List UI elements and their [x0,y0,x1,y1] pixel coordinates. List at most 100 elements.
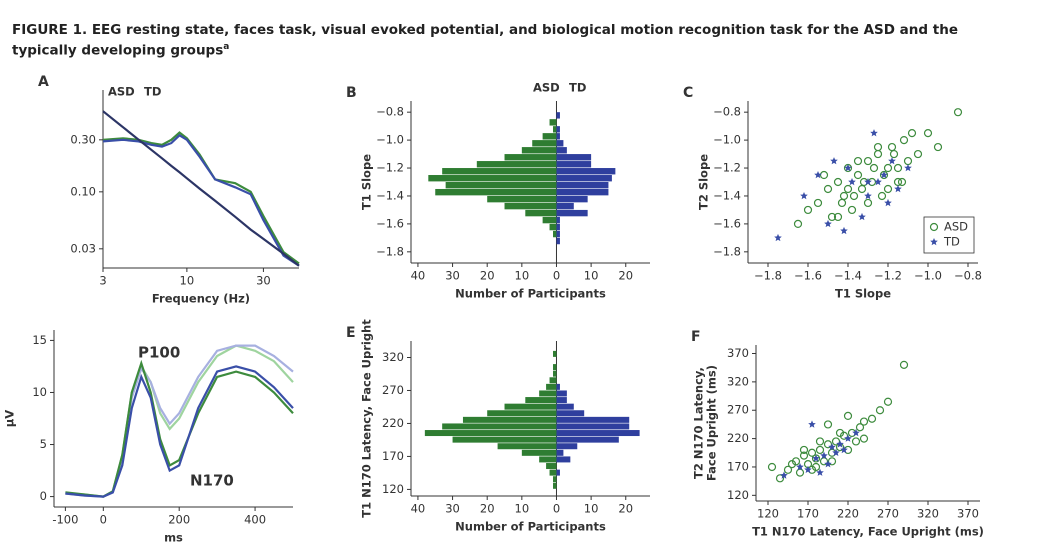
legend-marker [929,222,939,232]
point [869,163,879,173]
x-tick-label: 20 [618,502,633,516]
line [65,365,294,498]
bar [556,168,616,175]
y-tick-label: −1.0 [376,133,404,147]
y-tick-label: −1.6 [376,216,404,230]
bar [525,209,557,217]
bar [553,230,557,238]
y-tick-label: 170 [727,459,749,473]
bar [442,423,557,430]
panel-label: F [691,329,701,345]
point [874,178,882,186]
bar [556,112,560,119]
point [824,460,832,468]
bar [556,133,560,140]
x-tick-label: 120 [757,507,779,521]
point [884,198,892,207]
point [903,156,913,166]
legend-marker [930,238,938,246]
x-tick-label: −1.4 [834,269,862,283]
point [799,451,809,460]
point [883,184,893,194]
x-tick-label: 10 [515,502,530,516]
bar [504,154,557,161]
bar [504,403,557,410]
x-tick-label: 320 [917,507,939,521]
x-tick-label: 30 [445,502,460,516]
point [933,142,943,152]
x-tick-label: 30 [256,274,271,288]
bar [549,119,557,126]
x-tick-label: 400 [244,513,266,527]
point [875,406,885,415]
bar [542,216,557,224]
bar [553,476,557,483]
y-tick-label: 370 [727,346,749,360]
bar [556,126,560,133]
title-note: a [223,42,230,52]
point [852,428,860,437]
y-tick-label: 0.03 [70,241,96,255]
point [877,191,887,201]
point [837,198,847,208]
x-axis-label: Number of Participants [455,520,606,534]
point [819,170,829,180]
point [859,417,869,426]
bar [556,416,630,423]
point [889,149,899,159]
point [795,468,805,477]
point [839,191,849,201]
panel-label: A [38,74,49,90]
y-tick-label: 10 [32,385,47,399]
point [904,164,912,172]
y-tick-label: 120 [727,488,749,502]
y-axis-label: T2 N170 Latency, [692,367,706,479]
x-tick-label: -100 [52,513,78,527]
bar [549,469,557,476]
point [893,163,903,173]
bar [497,443,557,450]
point [897,177,907,187]
point [835,428,845,438]
x-tick-label: 0 [553,269,560,283]
bar [556,456,571,463]
y-tick-label: −0.8 [713,105,741,119]
point [883,163,893,173]
x-tick-label: 20 [618,269,633,283]
point [803,205,813,215]
point [859,434,869,443]
y-tick-label: −1.8 [713,244,741,258]
point [833,177,843,187]
point [864,192,872,200]
bar [556,410,585,417]
point [844,164,852,172]
legend-label: ASD [944,220,968,234]
point [833,212,843,222]
x-tick-label: 0 [100,513,107,527]
x-tick-label: 40 [411,502,426,516]
bar [556,202,574,210]
x-tick-label: −1.8 [754,269,782,283]
bar [521,147,557,154]
point [863,198,873,208]
bar [556,195,588,203]
x-axis-label: Number of Participants [455,287,606,301]
point [840,445,848,454]
point [887,142,897,152]
x-tick-label: 370 [957,507,979,521]
bar [549,377,557,384]
bar [556,209,588,217]
y-axis-label: T1 Slope [360,154,374,210]
x-tick-label: 10 [515,269,530,283]
x-tick-label: 10 [180,274,195,288]
x-tick-label: 10 [584,502,599,516]
bar [521,449,557,456]
bar [532,140,557,147]
bar [556,188,609,196]
bar [556,154,592,161]
bar [542,133,557,140]
point [870,129,878,137]
y-axis-label: T1 N170 Latency, Face Upright [360,319,374,518]
line [65,359,294,498]
bar [556,423,630,430]
